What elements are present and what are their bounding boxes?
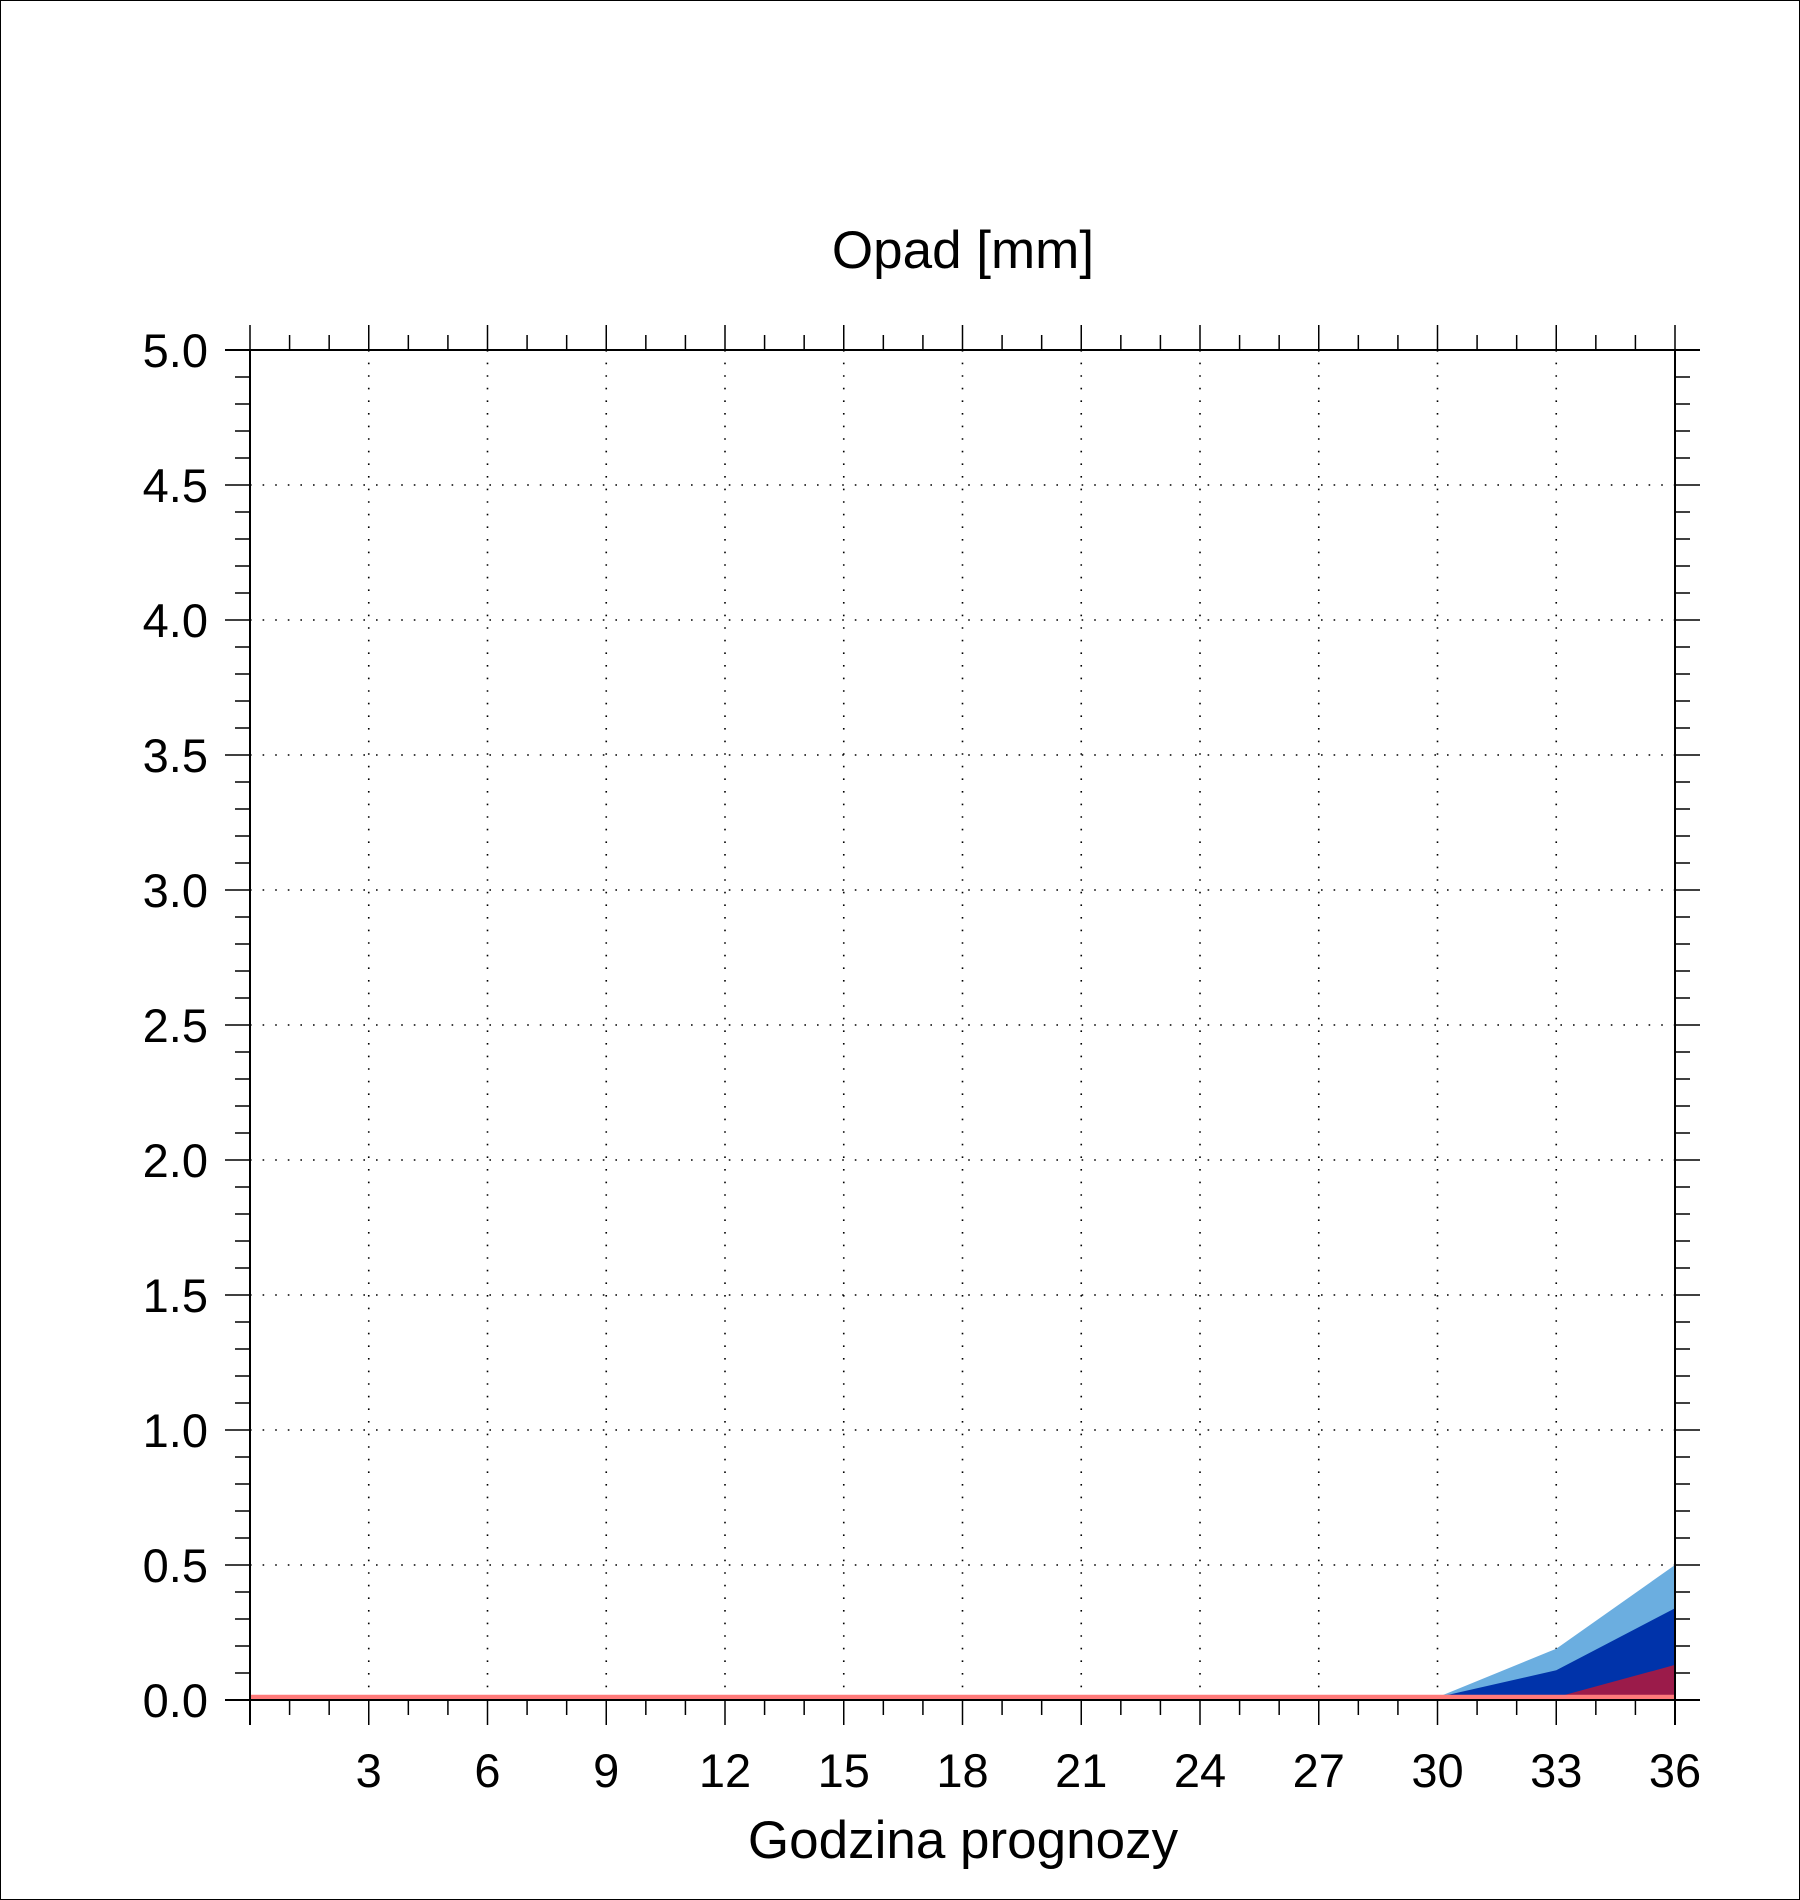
x-tick-label: 9 [593,1744,619,1797]
y-tick-labels: 0.0 0.5 1.0 1.5 2.0 2.5 3.0 3.5 4.0 4.5 5.0 [143,324,208,1727]
series-area [250,1608,1675,1700]
x-tick-label: 33 [1530,1744,1582,1797]
y-tick-label: 2.5 [143,999,208,1052]
y-tick-label: 4.5 [143,459,208,512]
grid-lines [250,349,1676,1701]
data-areas [250,1565,1675,1700]
y-tick-label: 5.0 [143,324,208,377]
y-tick-label: 3.0 [143,864,208,917]
x-tick-label: 18 [936,1744,988,1797]
x-tick-label: 27 [1293,1744,1345,1797]
x-tick-label: 15 [818,1744,870,1797]
x-tick-label: 30 [1411,1744,1463,1797]
x-tick-label: 36 [1649,1744,1701,1797]
y-tick-label: 0.5 [143,1539,208,1592]
x-axis-title: Godzina prognozy [748,1811,1179,1870]
y-tick-label: 1.5 [143,1269,208,1322]
x-tick-labels: 3 6 9 12 15 18 21 24 27 30 33 36 [356,1744,1701,1797]
x-tick-label: 6 [474,1744,500,1797]
x-tick-label: 12 [699,1744,751,1797]
y-tick-label: 3.5 [143,729,208,782]
y-tick-label: 4.0 [143,594,208,647]
y-tick-label: 1.0 [143,1404,208,1457]
x-tick-label: 24 [1174,1744,1226,1797]
x-tick-label: 21 [1055,1744,1107,1797]
y-tick-label: 2.0 [143,1134,208,1187]
chart-title: Opad [mm] [832,221,1094,280]
y-tick-label: 0.0 [143,1674,208,1727]
x-tick-label: 3 [356,1744,382,1797]
axes [225,325,1700,1725]
